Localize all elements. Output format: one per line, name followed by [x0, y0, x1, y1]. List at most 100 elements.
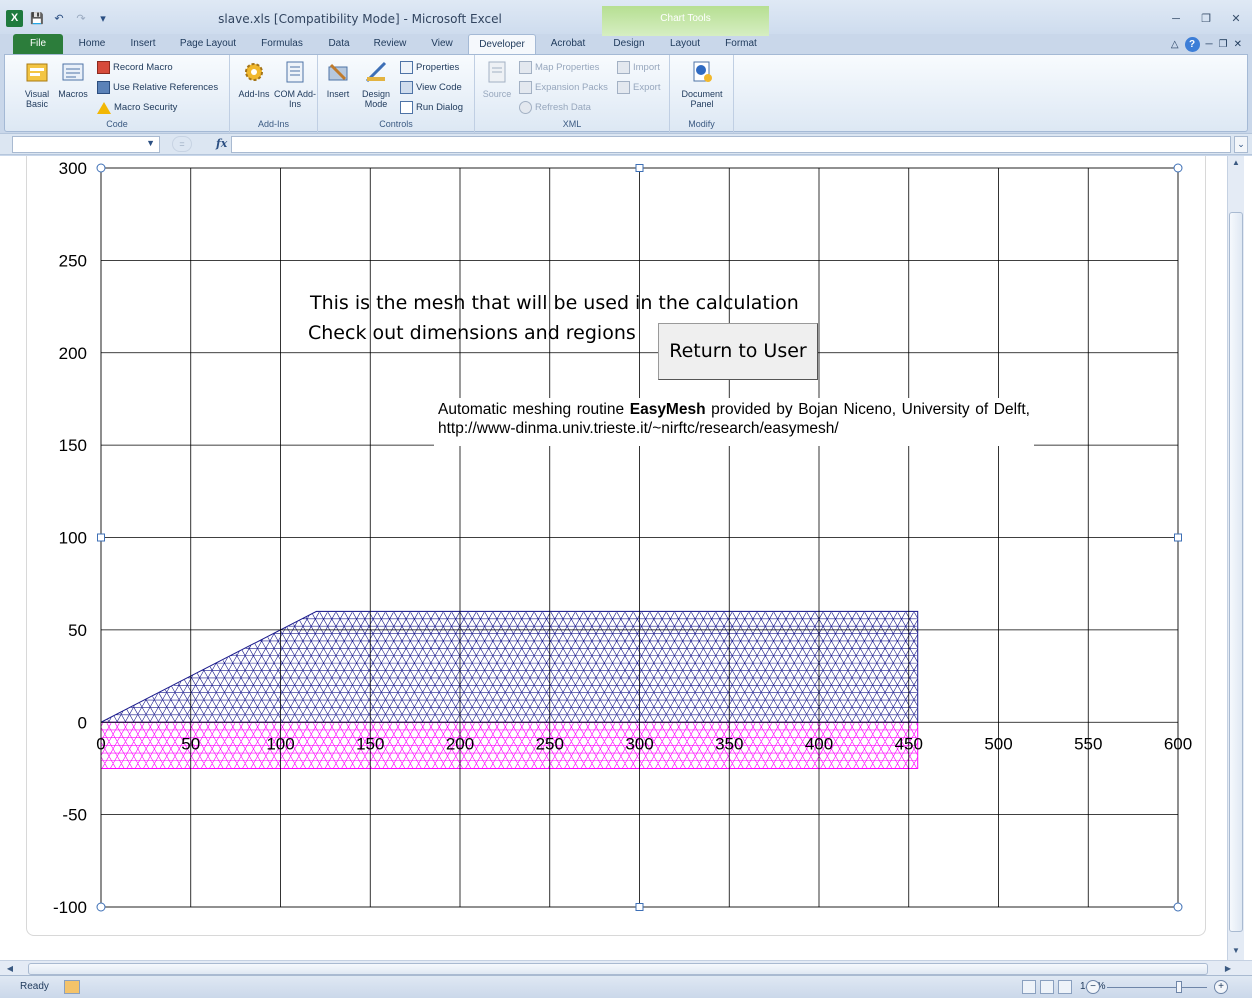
undo-icon[interactable]: ↶ [54, 12, 64, 25]
macros-button[interactable]: Macros [55, 59, 91, 99]
restore-icon[interactable]: ❐ [1201, 13, 1211, 25]
horizontal-scrollbar[interactable]: ◀ ▶ [0, 960, 1252, 977]
com-addins-button[interactable]: COM Add-Ins [274, 59, 316, 109]
tab-review[interactable]: Review [373, 38, 407, 49]
visual-basic-button[interactable]: Visual Basic [17, 59, 57, 109]
design-mode-button[interactable]: Design Mode [358, 59, 394, 109]
com-addins-label: COM Add-Ins [274, 89, 317, 109]
macro-record-status-icon[interactable] [64, 980, 80, 994]
resize-handle [96, 902, 106, 912]
scroll-down-icon[interactable]: ▼ [1232, 946, 1240, 955]
credit-text-bold: EasyMesh [629, 401, 706, 418]
chart-area-frame[interactable] [26, 156, 1206, 936]
group-xml: Source Map Properties Expansion Packs Re… [475, 55, 670, 133]
relative-references-button[interactable]: Use Relative References [97, 79, 218, 96]
macros-icon [62, 63, 84, 81]
minimize-icon[interactable]: ─ [1172, 13, 1180, 25]
workbook-minimize-icon[interactable]: ─ [1205, 39, 1213, 50]
properties-label: Properties [416, 62, 460, 73]
customize-qat-icon[interactable]: ▾ [100, 12, 106, 25]
excel-logo-icon[interactable]: X [6, 9, 23, 27]
tab-design[interactable]: Design [613, 38, 645, 49]
workbook-restore-icon[interactable]: ❐ [1218, 39, 1228, 50]
page-layout-view-icon[interactable] [1040, 980, 1054, 994]
x-tick-label: 200 [446, 734, 474, 753]
view-code-button[interactable]: View Code [400, 79, 462, 96]
help-icon[interactable]: ? [1184, 37, 1200, 52]
record-macro-icon [97, 61, 110, 74]
run-dialog-button[interactable]: Run Dialog [400, 99, 463, 116]
return-to-user-button[interactable]: Return to User [658, 323, 818, 380]
y-tick-label: 0 [78, 713, 87, 732]
source-button[interactable]: Source [479, 59, 515, 99]
chart-heading-line2: Check out dimensions and regions [308, 322, 636, 344]
formula-expand-icon[interactable]: ⌄ [1234, 136, 1248, 153]
chevron-down-icon[interactable]: ▼ [146, 138, 155, 148]
minimize-ribbon-icon[interactable]: △ [1170, 39, 1179, 50]
group-xml-label: XML [562, 119, 582, 129]
zoom-in-icon[interactable]: + [1214, 980, 1228, 994]
group-addins-label: Add-Ins [257, 119, 290, 129]
group-modify-label: Modify [688, 119, 715, 129]
tab-acrobat[interactable]: Acrobat [550, 38, 586, 49]
chart-selection-handles[interactable] [96, 163, 1183, 912]
vertical-scroll-thumb[interactable] [1229, 212, 1243, 932]
com-addins-icon [286, 61, 304, 83]
insert-function-icon[interactable]: fx [216, 137, 228, 150]
tab-developer[interactable]: Developer [468, 34, 536, 54]
status-ready: Ready [20, 981, 49, 992]
close-icon[interactable]: ✕ [1231, 13, 1241, 25]
x-tick-label: 550 [1074, 734, 1102, 753]
tab-formulas[interactable]: Formulas [261, 38, 303, 49]
tab-data[interactable]: Data [328, 38, 350, 49]
tab-format[interactable]: Format [725, 38, 757, 49]
page-break-view-icon[interactable] [1058, 980, 1072, 994]
zoom-slider[interactable] [1107, 987, 1207, 988]
horizontal-scroll-thumb[interactable] [28, 963, 1208, 975]
x-tick-label: 150 [356, 734, 384, 753]
tab-file[interactable]: File [13, 34, 63, 54]
redo-icon[interactable]: ↷ [76, 12, 86, 25]
tab-view[interactable]: View [431, 38, 453, 49]
zoom-slider-thumb[interactable] [1176, 981, 1182, 993]
window-controls: ─ ❐ ✕ [1168, 12, 1244, 26]
run-dialog-icon [400, 101, 413, 114]
record-macro-button[interactable]: Record Macro [97, 59, 173, 76]
expansion-packs-button[interactable]: Expansion Packs [519, 79, 608, 96]
formula-input[interactable] [231, 136, 1231, 153]
document-panel-button[interactable]: Document Panel [676, 59, 728, 109]
scroll-up-icon[interactable]: ▲ [1232, 158, 1240, 167]
refresh-icon [519, 101, 532, 114]
resize-handle [96, 163, 106, 173]
insert-control-button[interactable]: Insert [320, 59, 356, 99]
map-properties-button[interactable]: Map Properties [519, 59, 599, 76]
run-dialog-label: Run Dialog [416, 102, 463, 113]
tab-insert[interactable]: Insert [130, 38, 156, 49]
tab-home[interactable]: Home [78, 38, 106, 49]
formula-cancel-icon[interactable]: = [172, 136, 192, 152]
x-tick-label: 350 [715, 734, 743, 753]
macro-security-button[interactable]: Macro Security [97, 99, 177, 116]
addins-button[interactable]: Add-Ins [234, 59, 274, 99]
resize-handle [1173, 163, 1183, 173]
export-button[interactable]: Export [617, 79, 660, 96]
tab-page-layout[interactable]: Page Layout [179, 38, 237, 49]
save-icon[interactable]: 💾 [30, 12, 44, 25]
name-box[interactable]: ▼ [12, 136, 160, 153]
title-bar: X 💾 ↶ ↷ ▾ slave.xls [Compatibility Mode]… [0, 0, 1252, 36]
formula-bar: ▼ = fx ⌄ [0, 133, 1252, 155]
vertical-scrollbar[interactable]: ▲ ▼ [1227, 156, 1244, 960]
workbook-close-icon[interactable]: ✕ [1233, 39, 1242, 50]
import-button[interactable]: Import [617, 59, 660, 76]
ribbon-developer: Visual Basic Macros Record Macro Use Rel… [4, 54, 1248, 133]
scroll-left-icon[interactable]: ◀ [6, 964, 14, 973]
toolbox-icon [328, 63, 348, 81]
zoom-out-icon[interactable]: − [1086, 980, 1100, 994]
properties-button[interactable]: Properties [400, 59, 459, 76]
refresh-data-button[interactable]: Refresh Data [519, 99, 591, 116]
tab-layout[interactable]: Layout [669, 38, 701, 49]
scroll-right-icon[interactable]: ▶ [1224, 964, 1232, 973]
normal-view-icon[interactable] [1022, 980, 1036, 994]
